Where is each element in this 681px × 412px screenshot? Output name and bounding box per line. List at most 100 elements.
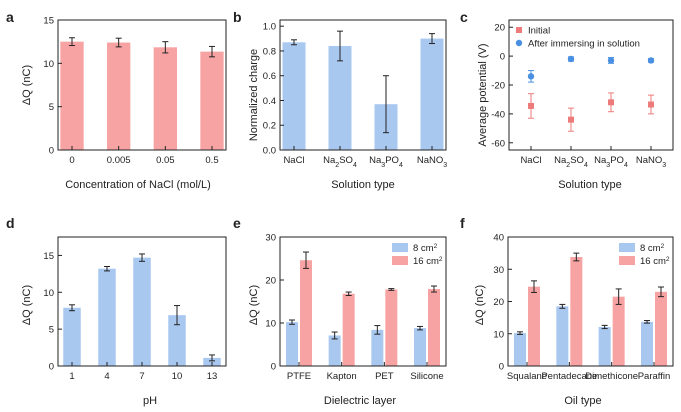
panel-f-legend-swatch xyxy=(619,256,635,265)
panel-e-bar xyxy=(300,260,312,366)
panel-f-ytick-label: 20 xyxy=(493,297,504,308)
panel-c-ylabel: Average potential (V) xyxy=(477,43,489,146)
panel-a-ytick-label: 5 xyxy=(49,102,54,113)
panel-e-bar xyxy=(286,322,298,366)
panel-a-xtick-label: 0.5 xyxy=(205,155,218,166)
panel-f-xtick-label: Dimethicone xyxy=(585,371,638,382)
panel-b-ytick-label: 0.8 xyxy=(263,46,276,57)
panel-b-xtick-label: Na3PO4 xyxy=(369,155,403,169)
panel-e-frame xyxy=(279,236,447,367)
panel-b-bar xyxy=(282,42,306,150)
panel-f-xtick-label: Paraffin xyxy=(638,371,671,382)
panel-a-bar xyxy=(153,47,177,150)
panel-f-bar xyxy=(514,333,526,366)
panel-f-ytick-label: 10 xyxy=(493,329,504,340)
panel-f-bar xyxy=(655,291,667,366)
panel-d-xlabel: pH xyxy=(143,395,157,407)
panel-d-xtick-label: 10 xyxy=(172,371,183,382)
panel-f-bar xyxy=(598,326,611,366)
panel-d-xtick-label: 1 xyxy=(69,371,74,382)
panel-b-xtick-label: NaNO3 xyxy=(417,155,447,169)
panel-e-bar xyxy=(414,328,426,366)
panel-f-xlabel: Oil type xyxy=(564,395,601,407)
panel-c-ytick-label: -60 xyxy=(491,138,505,149)
panel-a-chart: 0 0.005 0.05 0.5 0 5 10 15 xyxy=(43,16,227,166)
panel-f-ytick-label: 30 xyxy=(493,265,504,276)
panel-b-frame xyxy=(279,19,447,151)
panel-f-bar xyxy=(641,321,653,366)
panel-b-bar xyxy=(420,38,444,151)
panel-c-point-initial xyxy=(568,116,574,123)
panel-c-legend-swatch xyxy=(516,27,522,33)
panel-f-bar xyxy=(528,286,540,366)
panel-d-bar xyxy=(133,257,151,366)
panel-letter-f: f xyxy=(460,215,465,231)
panel-c-point-after xyxy=(567,55,575,63)
panel-b-ytick-label: 0.6 xyxy=(263,71,276,82)
panel-c-point-after xyxy=(647,57,655,64)
panel-d-ytick-label: 15 xyxy=(43,251,54,262)
panel-d-chart: 1 4 7 10 13 0 5 10 15 xyxy=(43,236,227,382)
panel-letter-b: b xyxy=(233,9,242,25)
panel-b-ylabel: Normalized charge xyxy=(248,49,260,141)
panel-d-ytick-label: 5 xyxy=(49,325,54,336)
panel-d-bar xyxy=(203,357,221,366)
panel-b-ytick-label: 1.0 xyxy=(263,22,276,33)
panel-letter-e: e xyxy=(233,215,241,231)
panel-e-xtick-label: Silicone xyxy=(410,371,443,382)
panel-a-ytick-label: 0 xyxy=(49,146,54,157)
panel-b-chart: NaCl Na2SO4 Na3PO4 NaNO3 0.0 0.2 0.4 0.6 0.8 1.0 xyxy=(263,19,447,169)
panel-c-point-initial xyxy=(648,101,654,108)
panel-letter-d: d xyxy=(6,215,15,231)
panel-c-frame xyxy=(508,19,674,151)
panel-b-xtick-label: Na2SO4 xyxy=(323,155,357,169)
panel-e-bar xyxy=(371,329,384,366)
panel-a-ylabel: ΔQ (nC) xyxy=(21,65,33,105)
panel-c-legend-swatch xyxy=(515,39,523,47)
panel-c-point-after xyxy=(527,73,535,80)
panel-f-xtick-label: Squalane xyxy=(507,371,547,382)
panel-letter-c: c xyxy=(460,9,468,25)
panel-c-legend-label: After immersing in solution xyxy=(528,39,640,50)
panel-b-xlabel: Solution type xyxy=(331,179,395,191)
panel-e-legend-label: 16 cm2 xyxy=(413,256,443,268)
panel-e-ytick-label: 10 xyxy=(265,319,276,330)
panel-e-xtick-label: PET xyxy=(375,371,394,382)
panel-d-ytick-label: 0 xyxy=(49,362,54,373)
panel-d-xtick-label: 7 xyxy=(139,371,144,382)
panel-a-ytick-label: 10 xyxy=(43,59,54,70)
panel-e-bar xyxy=(342,293,355,366)
panel-c-xtick-label: NaNO3 xyxy=(636,155,666,169)
panel-c-chart: NaCl Na2SO4 Na3PO4 NaNO3 20 0 -20 -40 -60 Initial… xyxy=(491,19,674,169)
panel-b-bar xyxy=(328,46,352,150)
panel-a-bar xyxy=(60,41,84,150)
panel-a-frame xyxy=(57,19,227,151)
panel-b-xtick-label: NaCl xyxy=(283,155,304,166)
panel-b-ytick-label: 0.2 xyxy=(263,121,276,132)
panel-c-legend-label: Initial xyxy=(528,26,550,37)
panel-c-xtick-label: Na2SO4 xyxy=(554,155,588,169)
panel-e-xlabel: Dielectric layer xyxy=(324,395,396,407)
panel-c-xlabel: Solution type xyxy=(558,179,622,191)
panel-f-bar xyxy=(612,296,625,366)
panel-c-ytick-label: 0 xyxy=(500,52,505,63)
panel-f-legend-label: 16 cm2 xyxy=(640,256,670,268)
panel-c-xtick-label: Na3PO4 xyxy=(594,155,628,169)
panel-f-xtick-label: Pentadecane xyxy=(541,371,597,382)
panel-c-point-after xyxy=(607,57,615,64)
panel-f-legend-swatch xyxy=(619,243,635,252)
panel-f-ytick-label: 40 xyxy=(493,233,504,244)
panel-e-ytick-label: 0 xyxy=(271,362,276,373)
panel-c-ytick-label: -40 xyxy=(491,109,505,120)
panel-f-legend-label: 8 cm2 xyxy=(640,243,665,255)
panel-a-bar xyxy=(200,51,224,151)
panel-f-bar xyxy=(556,306,569,366)
panel-d-bar xyxy=(168,315,186,366)
panel-e-ytick-label: 20 xyxy=(265,276,276,287)
panel-f-ytick-label: 0 xyxy=(499,362,504,373)
panel-b-ytick-label: 0.0 xyxy=(263,146,276,157)
panel-b-ytick-label: 0.4 xyxy=(263,96,276,107)
panel-e-legend-swatch xyxy=(392,243,408,252)
